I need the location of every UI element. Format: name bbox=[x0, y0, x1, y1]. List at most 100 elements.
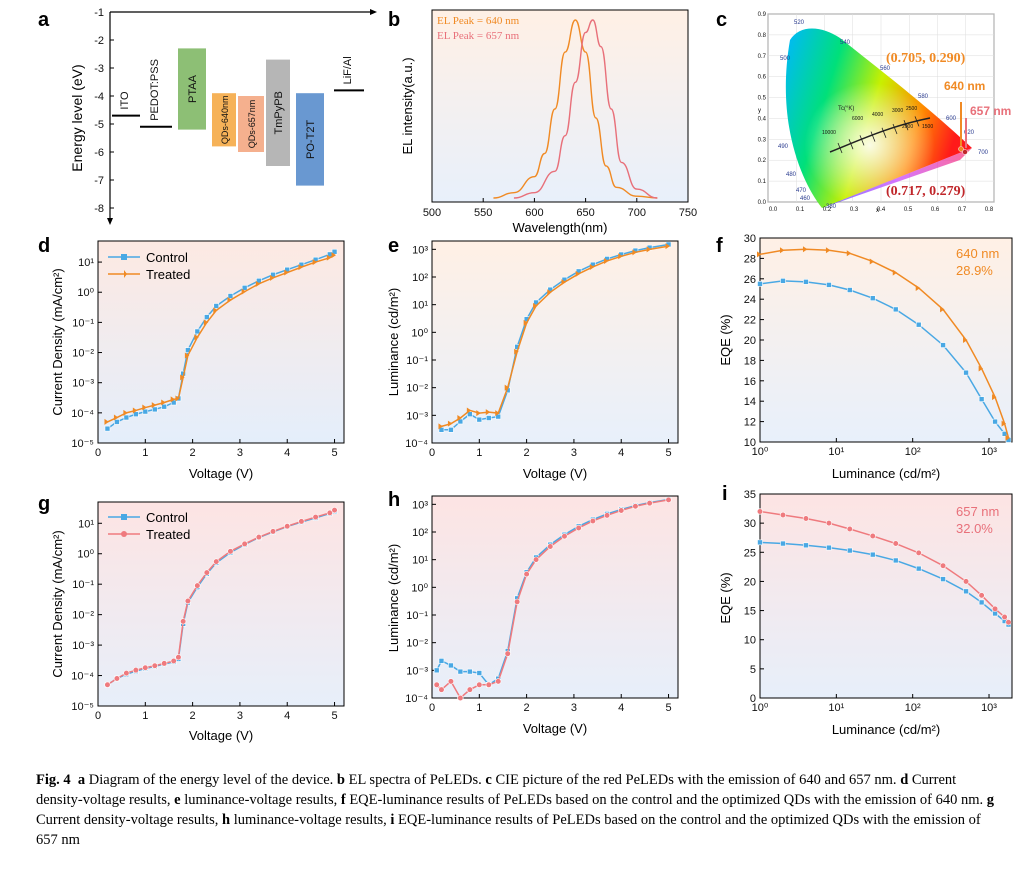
i-control-point bbox=[940, 576, 946, 582]
i-treated-point bbox=[939, 562, 947, 569]
panel-a-letter: a bbox=[38, 9, 50, 31]
g-xtick-label: 0 bbox=[95, 710, 101, 722]
figure-canvas: a -1 -2 -3 -4 -5 -6 -7 -8 Energy level (eV) ITO… bbox=[38, 7, 1013, 743]
c-temp-label: 2000 bbox=[902, 124, 913, 130]
f-ytick-label: 18 bbox=[744, 355, 756, 367]
panel-g-xlabel: Voltage (V) bbox=[189, 728, 253, 743]
d-control-point bbox=[114, 419, 120, 425]
caption-a: a bbox=[77, 772, 86, 788]
panel-g: g Current Density (mA/cm²) Voltage (V) C… bbox=[38, 493, 345, 743]
c-ytick: 0.8 bbox=[758, 33, 767, 39]
h-treated-point bbox=[618, 507, 625, 514]
caption-f: f bbox=[340, 792, 346, 808]
panel-e-series bbox=[438, 241, 672, 433]
d-treated-point bbox=[255, 280, 261, 287]
panel-i-annot-wavelength: 657 nm bbox=[956, 504, 999, 519]
a-layer-band bbox=[212, 93, 236, 147]
i-treated-point bbox=[779, 511, 787, 519]
g-treated-point bbox=[132, 667, 139, 674]
f-ytick-label: 20 bbox=[744, 335, 756, 347]
c-wavelength-label: 560 bbox=[880, 66, 891, 72]
e-ytick-label: 10⁻³ bbox=[406, 410, 428, 422]
c-temp-label: 1500 bbox=[922, 124, 933, 130]
a-layer-label: ITO bbox=[119, 91, 131, 110]
h-treated-point bbox=[433, 681, 440, 688]
g-treated-point bbox=[170, 657, 177, 665]
panel-i-plot-area bbox=[759, 493, 1013, 699]
b-xtick-label: 600 bbox=[525, 207, 543, 219]
c-temp-label: 3000 bbox=[892, 108, 903, 114]
f-treated-point bbox=[992, 394, 997, 401]
i-control-point bbox=[963, 588, 969, 595]
e-treated-point bbox=[476, 410, 481, 417]
g-xtick-label: 2 bbox=[190, 710, 196, 722]
panel-e-plot-area bbox=[431, 240, 679, 444]
i-control-point bbox=[803, 542, 809, 549]
a-ytick-label: -5 bbox=[94, 119, 104, 131]
c-xtick: 0.8 bbox=[985, 207, 994, 213]
c-locus-tick bbox=[859, 135, 865, 146]
e-treated-point bbox=[447, 420, 453, 427]
i-treated-point bbox=[892, 540, 899, 547]
e-ytick-label: 10¹ bbox=[412, 300, 428, 312]
cie-locus-ticks bbox=[837, 116, 920, 154]
caption-g-text: Current density-voltage results, bbox=[36, 812, 223, 828]
f-treated-point bbox=[757, 251, 762, 258]
d-treated-point bbox=[123, 409, 128, 416]
g-treated-point bbox=[255, 534, 262, 541]
panel-f-xlabel: Luminance (cd/m²) bbox=[832, 466, 940, 481]
h-ytick-label: 10⁻⁴ bbox=[405, 693, 428, 705]
g-xtick-label: 3 bbox=[237, 710, 243, 722]
i-treated-point bbox=[1005, 619, 1012, 626]
panel-b-letter: b bbox=[388, 9, 400, 31]
a-layer-label: QDs-640nm bbox=[220, 96, 230, 145]
d-treated-point bbox=[312, 259, 318, 266]
h-treated-point bbox=[476, 681, 483, 688]
h-treated-point bbox=[646, 500, 653, 507]
h-treated-point bbox=[589, 517, 596, 525]
a-layer-band bbox=[266, 59, 290, 166]
e-ytick-label: 10² bbox=[412, 272, 428, 284]
a-ytick-label: -7 bbox=[94, 175, 104, 187]
g-treated-point bbox=[123, 670, 130, 677]
caption-f-text: EQE-luminance results of PeLEDs based on… bbox=[345, 792, 987, 808]
panel-a-arrow-down bbox=[107, 218, 113, 225]
d-treated-point bbox=[175, 395, 180, 402]
panel-a-arrow-right bbox=[370, 9, 377, 15]
panel-i-xlabel: Luminance (cd/m²) bbox=[832, 722, 940, 737]
panel-e-xlabel: Voltage (V) bbox=[523, 466, 587, 481]
h-treated-point bbox=[514, 598, 521, 605]
c-ytick: 0.9 bbox=[758, 12, 767, 18]
g-treated-point bbox=[331, 507, 338, 514]
e-ytick-label: 10⁻¹ bbox=[406, 355, 428, 367]
f-control-point bbox=[869, 295, 876, 301]
i-control-point bbox=[826, 544, 832, 551]
c-ytick: 0.2 bbox=[758, 158, 767, 164]
c-xtick: 0.0 bbox=[769, 207, 778, 213]
i-ytick-label: 15 bbox=[744, 606, 756, 618]
f-ytick-label: 10 bbox=[744, 437, 756, 449]
e-xtick-label: 2 bbox=[524, 447, 530, 459]
f-treated-point bbox=[1001, 420, 1007, 427]
d-treated-point bbox=[284, 269, 289, 276]
panel-f-annot-eqe: 28.9% bbox=[956, 263, 993, 278]
panel-b-ylabel: EL intensity(a.u.) bbox=[400, 57, 415, 154]
g-treated-point bbox=[213, 558, 220, 565]
i-treated-point bbox=[802, 515, 810, 522]
g-treated-point bbox=[312, 513, 319, 521]
g-treated-point bbox=[180, 618, 187, 625]
d-ytick-label: 10¹ bbox=[78, 257, 94, 269]
panel-f-axes: 10⁰ 10¹ 10² 10³ 10 12 14 16 18 20 22 24 26 28 30 bbox=[744, 233, 998, 458]
a-layer-label: PO-T2T bbox=[305, 120, 317, 159]
panel-e-letter: e bbox=[388, 235, 399, 257]
c-ytick: 0.7 bbox=[758, 54, 767, 60]
g-ytick-label: 10¹ bbox=[78, 518, 94, 530]
f-xtick-label: 10² bbox=[905, 446, 921, 458]
panel-b-plot-area bbox=[431, 9, 689, 203]
e-treated-point bbox=[457, 415, 462, 422]
f-control-point bbox=[757, 281, 763, 287]
panel-b: b EL intensity(a.u.) Wavelength(nm) EL P… bbox=[388, 9, 697, 235]
g-treated-point bbox=[113, 675, 121, 682]
i-control-point bbox=[892, 557, 899, 564]
f-treated-point bbox=[802, 246, 808, 253]
